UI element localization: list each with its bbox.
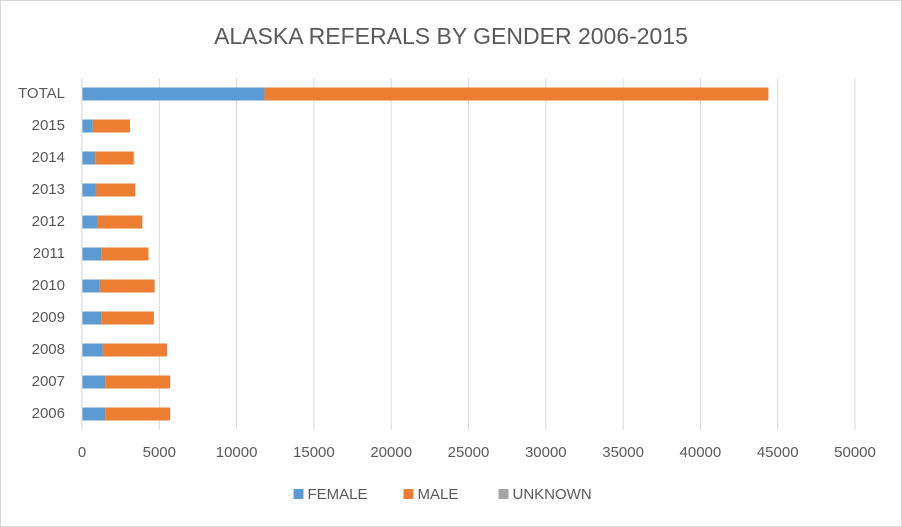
x-tick-label: 40000 [680,444,722,461]
x-tick-label: 30000 [525,444,567,461]
legend-label: MALE [418,486,459,503]
x-tick-label: 5000 [143,444,176,461]
bar [82,343,103,357]
bar [82,183,96,197]
bar [82,151,96,165]
bar [102,343,168,357]
y-tick-label: 2006 [32,405,65,422]
legend-label: UNKNOWN [513,486,592,503]
legend-label: FEMALE [308,486,368,503]
bar [82,375,106,389]
y-tick-label: TOTAL [18,85,65,102]
bar [101,247,149,261]
bar [82,407,106,421]
bar [101,311,154,325]
bar [82,311,102,325]
bar [95,183,136,197]
bar [82,279,100,293]
y-tick-label: 2007 [32,373,65,390]
x-tick-label: 0 [78,444,86,461]
bar [82,87,265,101]
bar [99,279,155,293]
y-tick-label: 2014 [32,149,65,166]
x-tick-label: 25000 [448,444,490,461]
x-tick-label: 45000 [757,444,799,461]
legend-swatch [293,489,304,499]
y-tick-label: 2015 [32,117,65,134]
y-tick-label: 2010 [32,277,65,294]
y-tick-label: 2009 [32,309,65,326]
x-tick-label: 20000 [370,444,412,461]
y-tick-label: 2013 [32,181,65,198]
bar [92,119,130,133]
bar [82,119,93,133]
bar [264,87,769,101]
bar [105,407,171,421]
bar [82,247,102,261]
x-tick-label: 15000 [293,444,335,461]
legend-swatch [498,489,509,499]
x-tick-label: 10000 [216,444,258,461]
x-tick-label: 50000 [834,444,876,461]
chart-title: ALASKA REFERALS BY GENDER 2006-2015 [214,23,688,49]
y-tick-label: 2011 [33,245,65,262]
legend-swatch [403,489,414,499]
y-tick-label: 2012 [32,213,65,230]
bar [82,215,98,229]
bar [97,215,143,229]
bar [105,375,171,389]
bar [95,151,134,165]
x-tick-label: 35000 [602,444,644,461]
y-tick-label: 2008 [32,341,65,358]
